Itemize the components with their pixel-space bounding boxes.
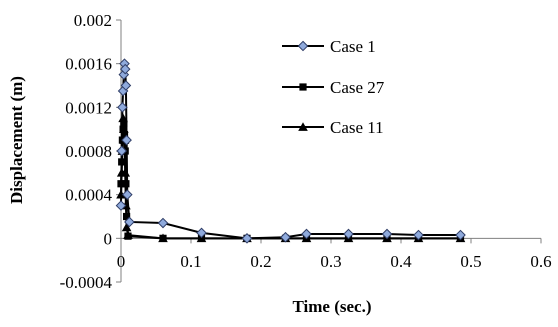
series-line: [120, 63, 461, 240]
legend-label: Case 27: [330, 78, 385, 97]
data-point-diamond: [124, 216, 135, 228]
data-point-diamond: [119, 63, 131, 75]
data-point-square: [299, 83, 307, 91]
y-tick-label: 0.0004: [65, 186, 112, 205]
series-line: [120, 123, 461, 240]
data-point-diamond: [157, 217, 169, 229]
data-point-diamond: [117, 102, 128, 113]
x-tick-label: 0.1: [180, 252, 201, 271]
data-point-diamond: [241, 233, 253, 244]
y-tick-label: -0.0004: [60, 273, 113, 292]
data-point-diamond: [120, 80, 132, 91]
legend-label: Case 11: [330, 118, 384, 137]
data-point-diamond: [121, 189, 133, 200]
data-point-diamond: [455, 229, 466, 241]
x-tick-label: 0.4: [390, 252, 412, 271]
series-case-1: [115, 58, 466, 244]
y-axis-title: Displacement (m): [7, 76, 26, 204]
x-tick-label: 0.6: [530, 252, 551, 271]
data-point-diamond: [115, 200, 127, 211]
x-tick-label: 0: [117, 252, 126, 271]
x-axis-title: Time (sec.): [293, 297, 372, 316]
data-point-triangle: [123, 230, 133, 239]
data-point-diamond: [297, 40, 309, 52]
legend-item-case-1: Case 1: [282, 37, 376, 56]
y-tick-label: 0.0008: [65, 142, 112, 161]
x-tick-label: 0.5: [460, 252, 481, 271]
data-point-diamond: [301, 228, 312, 240]
legend-label: Case 1: [330, 37, 376, 56]
data-point-diamond: [381, 228, 393, 240]
series-case-11: [116, 113, 466, 243]
y-tick-label: 0.002: [74, 11, 112, 30]
data-point-diamond: [196, 227, 207, 239]
x-tick-label: 0.2: [250, 252, 271, 271]
data-point-diamond: [121, 134, 132, 146]
data-point-diamond: [280, 231, 291, 243]
y-tick-label: 0.0012: [65, 98, 112, 117]
data-point-diamond: [343, 228, 354, 240]
data-point-triangle: [298, 122, 308, 131]
data-point-diamond: [413, 229, 424, 241]
legend-item-case-27: Case 27: [282, 78, 385, 97]
y-tick-label: 0.0016: [65, 55, 112, 74]
data-point-triangle: [121, 222, 132, 232]
legend-item-case-11: Case 11: [282, 118, 384, 137]
series-line: [120, 118, 461, 240]
x-tick-label: 0.3: [320, 252, 341, 271]
data-point-diamond: [116, 145, 128, 157]
data-point-triangle: [158, 233, 168, 243]
y-tick-label: 0: [104, 229, 113, 248]
